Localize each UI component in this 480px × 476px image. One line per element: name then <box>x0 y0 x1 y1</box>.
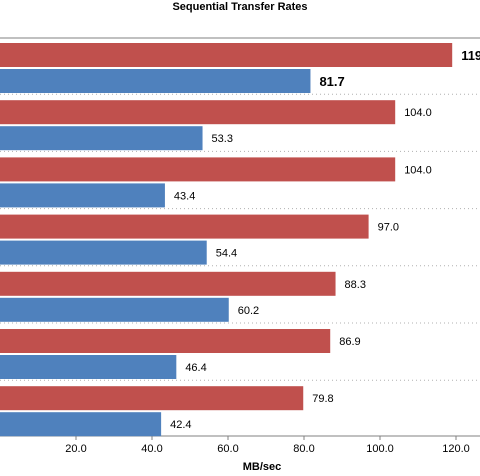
bar <box>0 69 311 93</box>
x-tick-label: 40.0 <box>141 443 162 455</box>
bar <box>0 214 369 239</box>
bar <box>0 126 203 151</box>
bar-value-label: 104.0 <box>404 107 432 119</box>
bar <box>0 271 336 296</box>
bar-value-label: 97.0 <box>378 222 399 234</box>
x-axis-title: MB/sec <box>243 461 282 473</box>
bar-value-label: 42.4 <box>170 419 191 431</box>
x-tick-label: 80.0 <box>293 443 314 455</box>
chart-title: Sequential Transfer Rates <box>172 1 308 13</box>
x-tick-label: 20.0 <box>65 443 86 455</box>
bar-value-label: 60.2 <box>238 305 259 317</box>
x-tick-label: 100.0 <box>366 443 394 455</box>
bar-value-label: 86.9 <box>339 336 360 348</box>
bar <box>0 355 177 379</box>
bar <box>0 157 396 182</box>
x-tick-label: 60.0 <box>217 443 238 455</box>
bar <box>0 100 396 125</box>
bar-value-label: 54.4 <box>216 248 237 260</box>
bar-value-label: 46.4 <box>185 362 206 374</box>
bar <box>0 183 165 208</box>
x-tick-label: 120.0 <box>442 443 470 455</box>
bar <box>0 386 304 411</box>
bar <box>0 412 162 437</box>
bar <box>0 43 453 67</box>
bar-value-label: 104.0 <box>404 164 432 176</box>
bar-value-label: 119.0 <box>461 48 480 63</box>
bar <box>0 240 207 265</box>
bar-value-label: 43.4 <box>174 190 195 202</box>
bar-value-label: 53.3 <box>212 133 233 145</box>
bar-value-label: 79.8 <box>312 393 333 405</box>
bar-value-label: 88.3 <box>345 279 366 291</box>
bar-value-label: 81.7 <box>319 74 344 89</box>
bar <box>0 329 331 353</box>
bar <box>0 297 229 322</box>
